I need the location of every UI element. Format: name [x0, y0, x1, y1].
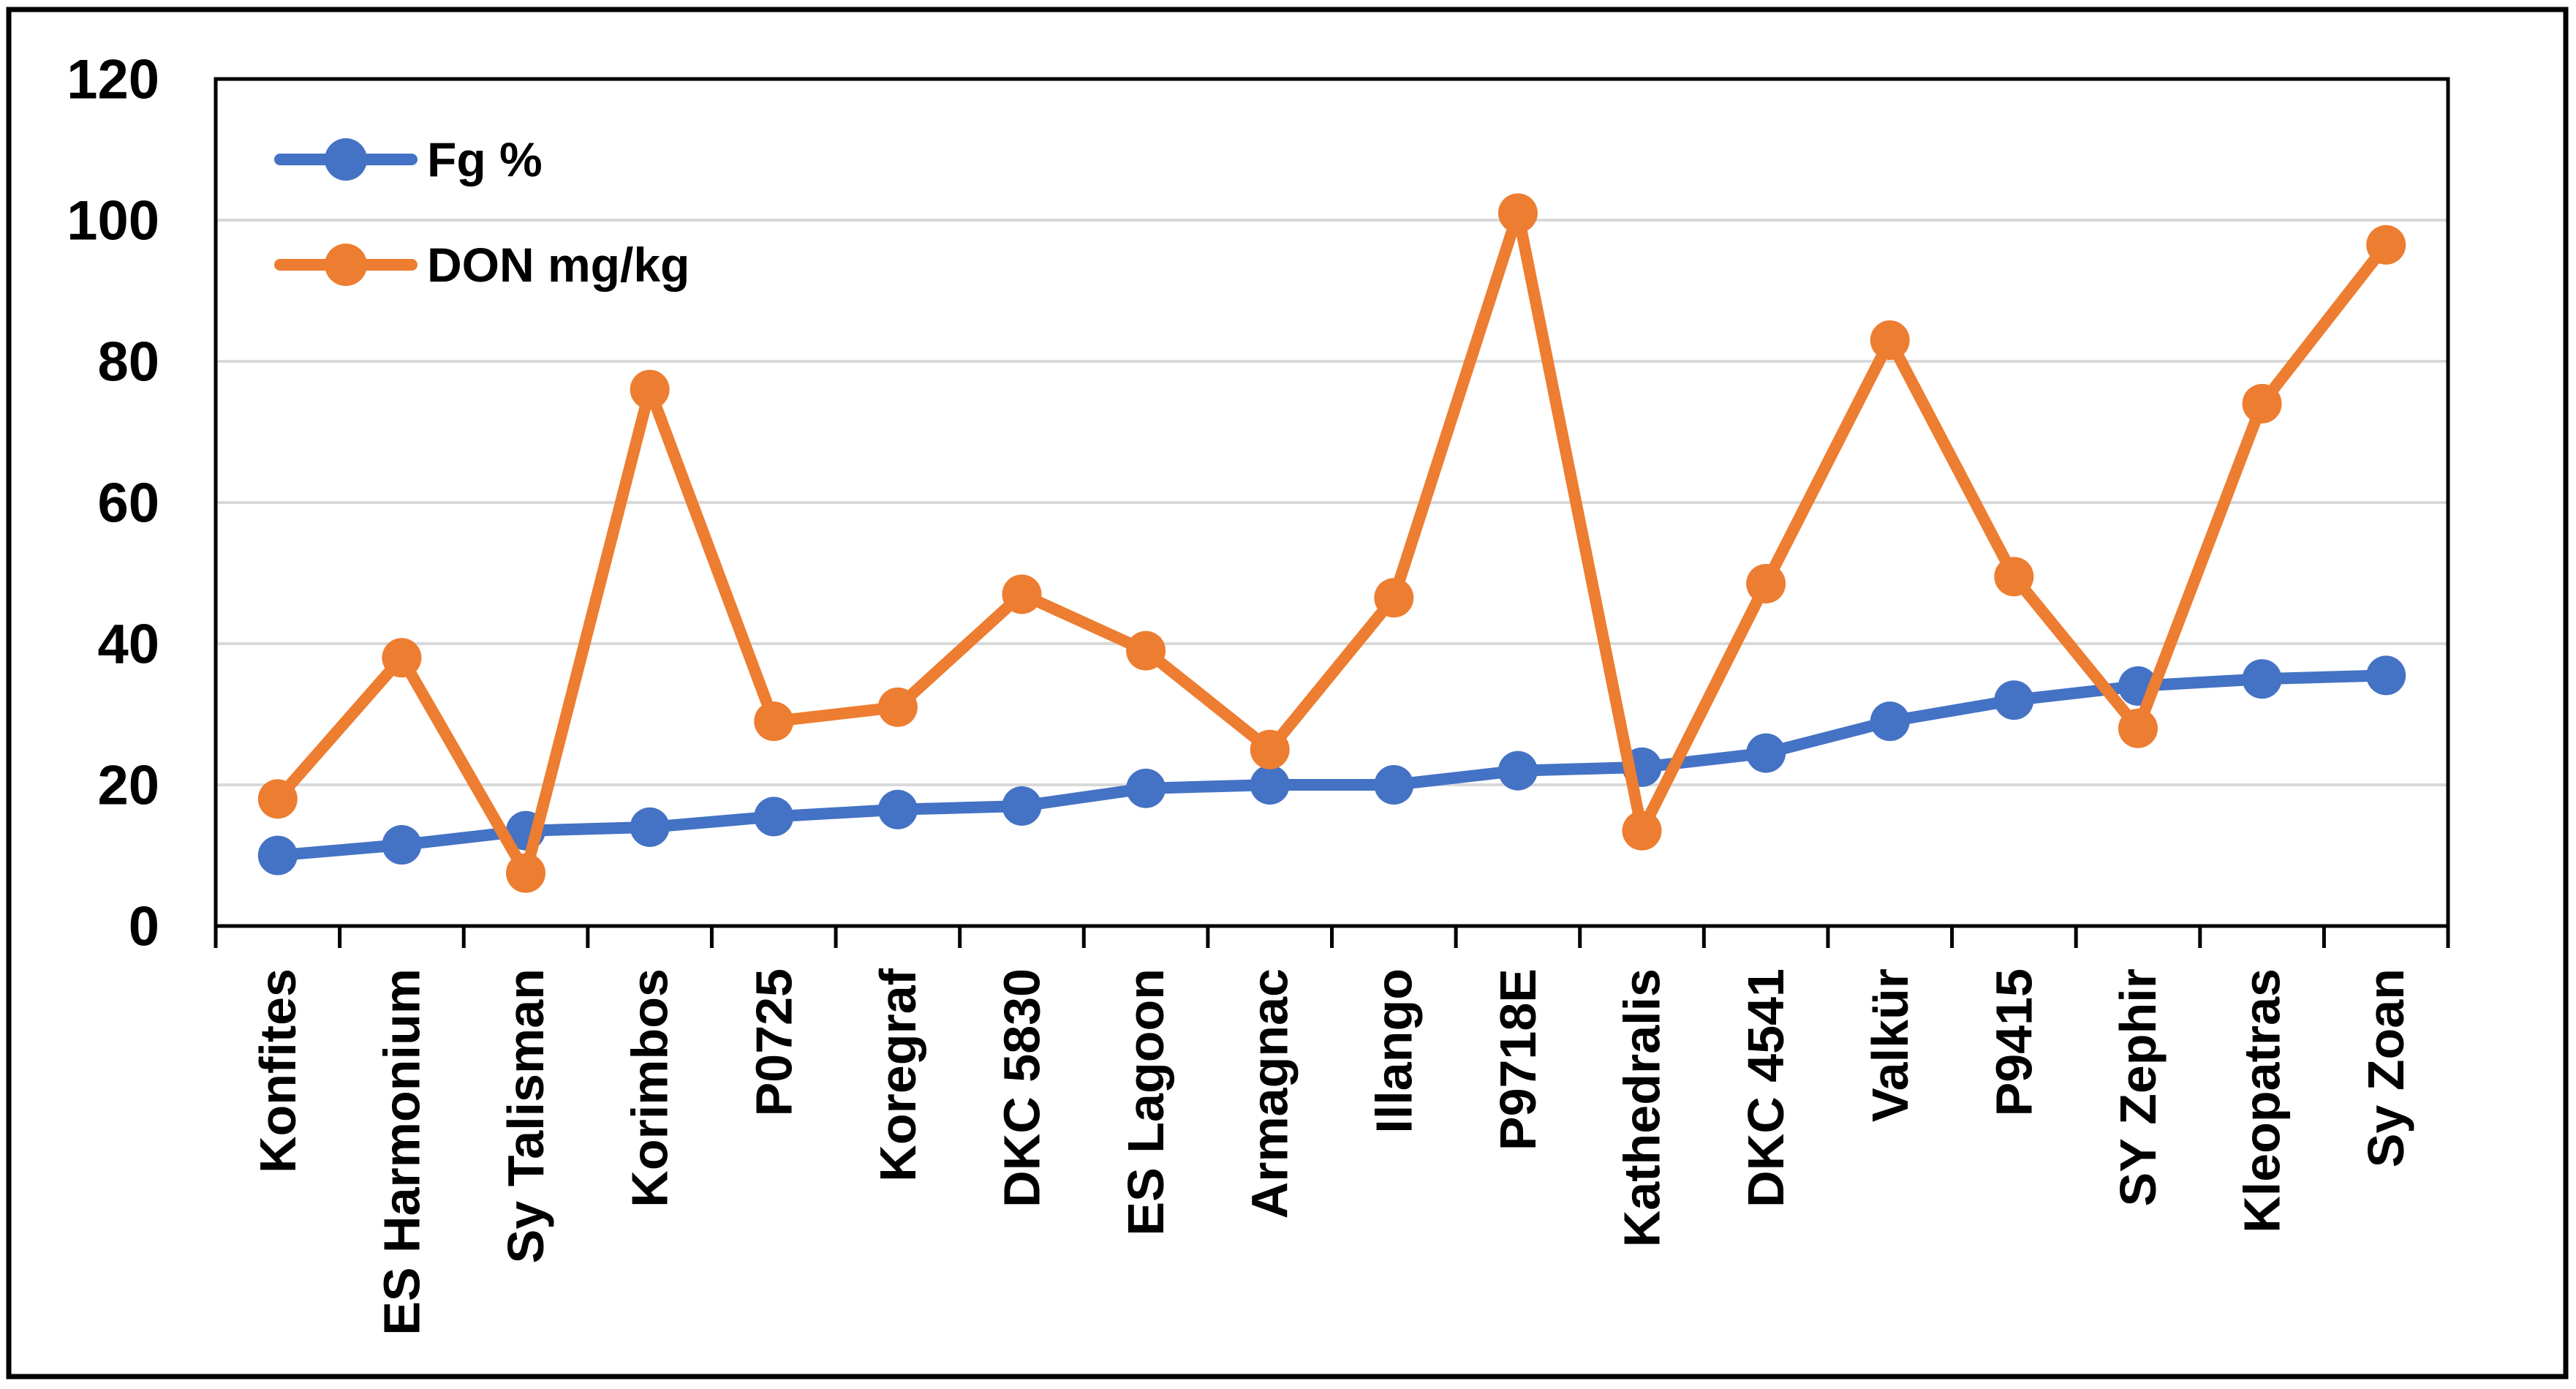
data-point-don-13[interactable]: [1746, 563, 1786, 603]
legend-label-fg: Fg %: [427, 132, 543, 187]
y-axis-label-60: 60: [97, 473, 159, 535]
y-axis-label-100: 100: [67, 190, 159, 252]
legend-item-don[interactable]: DON mg/kg: [274, 238, 690, 292]
series-line-don: [271, 207, 2392, 879]
data-point-fg-10[interactable]: [1374, 765, 1414, 805]
data-point-don-11[interactable]: [1497, 193, 1538, 233]
data-point-don-3[interactable]: [506, 853, 546, 893]
data-point-don-9[interactable]: [1250, 729, 1290, 769]
data-point-don-6[interactable]: [877, 687, 918, 727]
x-axis-label-3: Sy Talisman: [497, 968, 554, 1263]
data-point-fg-11[interactable]: [1497, 750, 1538, 791]
data-point-don-1[interactable]: [257, 779, 298, 819]
legend-marker-icon-fg: [325, 138, 367, 181]
x-axis-label-2: ES Harmonium: [373, 968, 430, 1336]
y-axis-label-20: 20: [97, 755, 159, 817]
legend: Fg % DON mg/kg: [274, 132, 690, 292]
x-axis-label-8: ES Lagoon: [1117, 968, 1174, 1236]
x-axis-label-4: Korimbos: [622, 968, 679, 1208]
x-axis-label-13: DKC 4541: [1737, 968, 1794, 1208]
y-axis-label-40: 40: [97, 614, 159, 676]
x-axis-label-9: Armagnac: [1242, 968, 1299, 1219]
series-fg[interactable]: [257, 655, 2406, 876]
y-axis-label-120: 120: [67, 49, 159, 111]
x-axis-label-5: P0725: [745, 968, 802, 1116]
x-axis-label-6: Koregraf: [869, 968, 926, 1181]
data-point-don-4[interactable]: [630, 369, 670, 410]
x-axis-label-16: SY Zephir: [2109, 968, 2167, 1206]
data-point-don-5[interactable]: [754, 701, 794, 742]
x-axis-label-14: Valkür: [1862, 968, 1919, 1122]
data-point-fg-1[interactable]: [257, 835, 298, 876]
legend-marker-icon-don: [325, 244, 367, 286]
plot-area: 0 20 40 60 80 100 120 Konfites ES Harmonium Sy Ta…: [67, 49, 2450, 1336]
data-point-fg-14[interactable]: [1870, 701, 1910, 742]
data-point-fg-4[interactable]: [630, 807, 670, 847]
data-point-fg-13[interactable]: [1746, 733, 1786, 773]
data-point-don-15[interactable]: [1994, 557, 2034, 597]
legend-item-fg[interactable]: Fg %: [274, 132, 543, 187]
x-axis-label-11: P9718E: [1489, 968, 1546, 1151]
data-point-fg-18[interactable]: [2366, 655, 2406, 696]
data-point-fg-2[interactable]: [382, 825, 422, 865]
x-axis-label-15: P9415: [1985, 968, 2042, 1116]
data-point-don-12[interactable]: [1622, 810, 1662, 851]
legend-label-don: DON mg/kg: [427, 238, 690, 292]
data-point-don-17[interactable]: [2242, 383, 2282, 424]
data-point-don-16[interactable]: [2118, 708, 2158, 748]
data-point-don-14[interactable]: [1870, 320, 1910, 361]
data-point-fg-17[interactable]: [2242, 659, 2282, 699]
x-axis-label-12: Kathedralis: [1614, 968, 1671, 1247]
x-axis-label-17: Kleopatras: [2234, 968, 2291, 1233]
y-axis-label-80: 80: [97, 331, 159, 394]
data-point-fg-8[interactable]: [1126, 768, 1166, 808]
data-point-fg-7[interactable]: [1002, 786, 1042, 826]
data-point-fg-6[interactable]: [877, 789, 918, 829]
data-point-don-8[interactable]: [1126, 630, 1166, 671]
series-don[interactable]: [257, 193, 2406, 893]
x-axis-label-10: Illango: [1365, 968, 1422, 1134]
x-axis-label-18: Sy Zoan: [2357, 968, 2414, 1167]
data-point-don-2[interactable]: [382, 638, 422, 678]
series-line-fg: [271, 669, 2392, 862]
x-axis-label-7: DKC 5830: [993, 968, 1050, 1208]
x-axis-label-1: Konfites: [249, 968, 306, 1173]
y-axis-label-0: 0: [129, 896, 159, 958]
data-point-don-10[interactable]: [1374, 578, 1414, 618]
data-point-fg-15[interactable]: [1994, 680, 2034, 720]
data-point-fg-5[interactable]: [754, 797, 794, 837]
data-point-don-7[interactable]: [1002, 574, 1042, 614]
data-point-don-18[interactable]: [2366, 225, 2406, 265]
data-point-fg-9[interactable]: [1250, 765, 1290, 805]
